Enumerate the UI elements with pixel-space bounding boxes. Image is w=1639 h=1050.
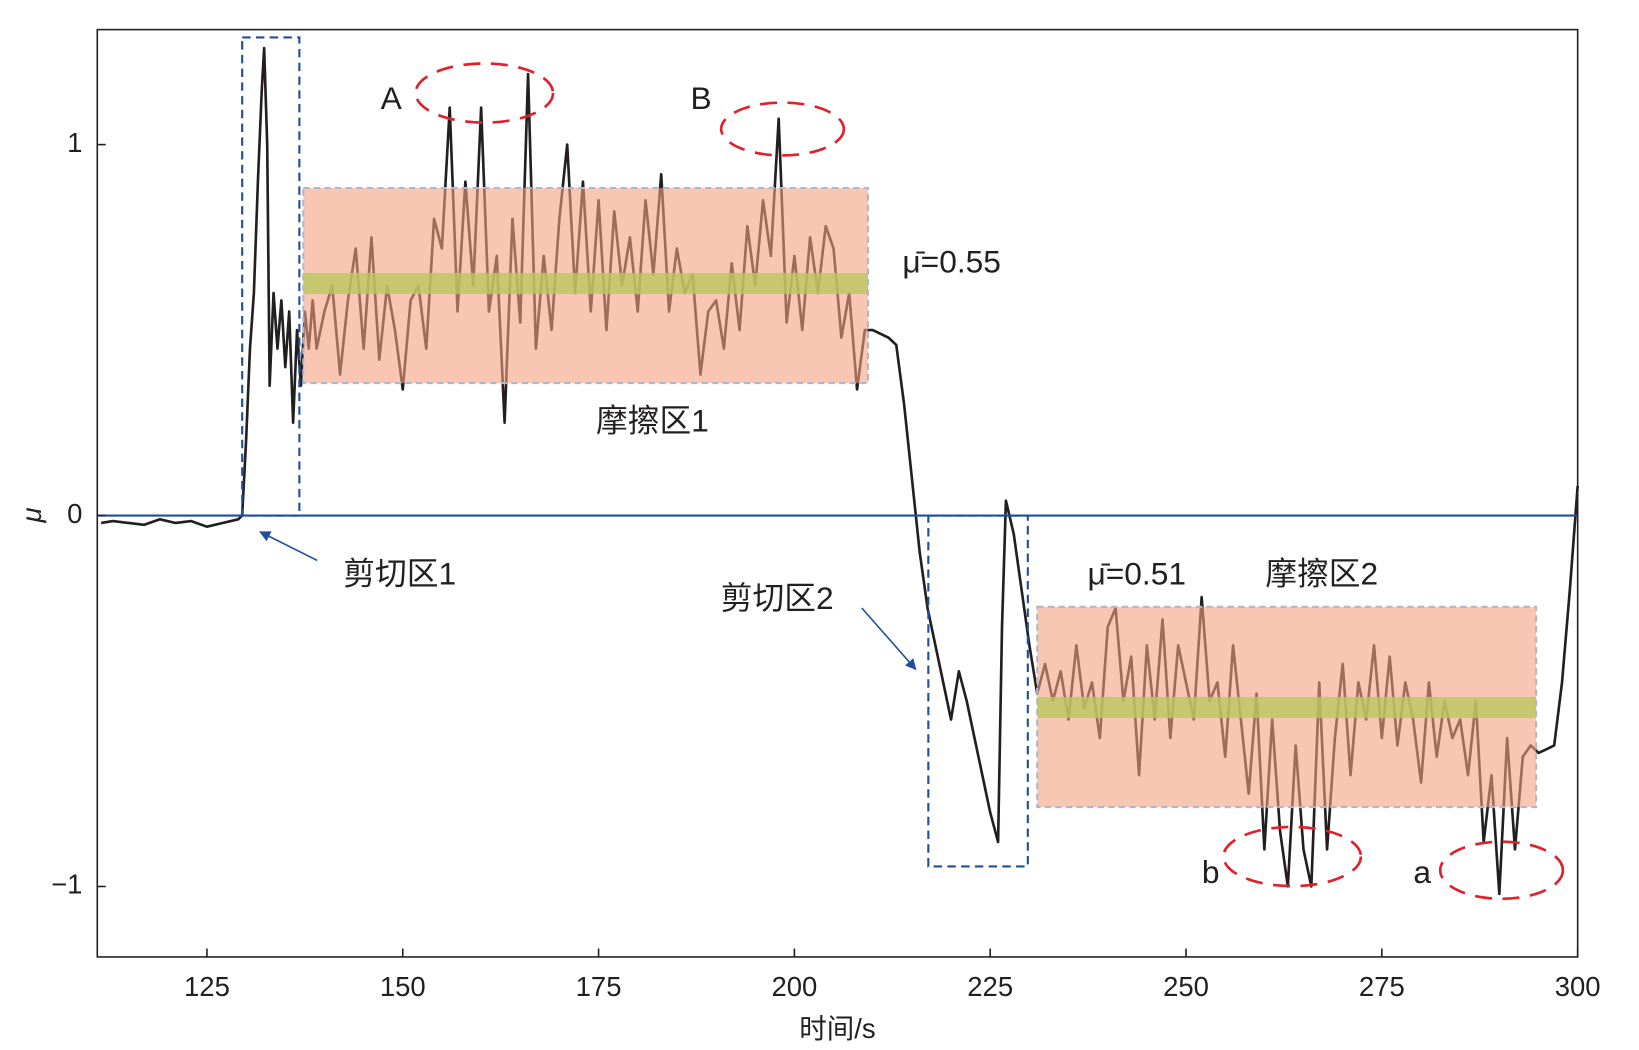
arrow xyxy=(861,607,917,671)
plot-area xyxy=(97,36,1579,896)
x-tick-label: 175 xyxy=(576,971,622,1002)
x-tick-label: 275 xyxy=(1359,971,1405,1002)
y-tick-label: −1 xyxy=(51,869,82,900)
annotation: 摩擦区1 xyxy=(596,402,709,438)
annotation: 摩擦区2 xyxy=(1265,556,1378,592)
y-axis-label: μ xyxy=(16,507,47,523)
ellipse xyxy=(414,62,555,124)
x-tick-label: 250 xyxy=(1163,971,1209,1002)
ellipse xyxy=(1222,825,1363,888)
x-axis-label: 时间/s xyxy=(799,1013,875,1044)
annotation: b xyxy=(1202,854,1220,890)
x-tick-label: 225 xyxy=(967,971,1013,1002)
annotation: μ̄=0.51 xyxy=(1087,556,1186,592)
x-tick-label: 200 xyxy=(771,971,817,1002)
annotation: μ̄=0.55 xyxy=(902,244,1001,280)
mean-band xyxy=(303,272,869,295)
annotation: B xyxy=(690,80,711,116)
arrow xyxy=(259,531,318,562)
highlight-ellipses xyxy=(414,62,1565,901)
x-tick-label: 150 xyxy=(380,971,426,1002)
ellipse xyxy=(1438,840,1565,901)
annotation: 剪切区2 xyxy=(721,580,834,616)
x-tick-label: 125 xyxy=(184,971,230,1002)
annotation: 剪切区1 xyxy=(343,556,456,592)
shear-box xyxy=(927,514,1029,868)
shear-box xyxy=(241,36,301,517)
annotation: A xyxy=(381,80,403,116)
mean-band xyxy=(1037,696,1537,719)
x-tick-label: 300 xyxy=(1555,971,1601,1002)
y-tick-label: 0 xyxy=(67,498,82,529)
y-tick-label: 1 xyxy=(67,127,82,158)
annotation: a xyxy=(1413,854,1431,890)
ellipse xyxy=(719,101,846,157)
plot-frame xyxy=(96,28,1579,958)
